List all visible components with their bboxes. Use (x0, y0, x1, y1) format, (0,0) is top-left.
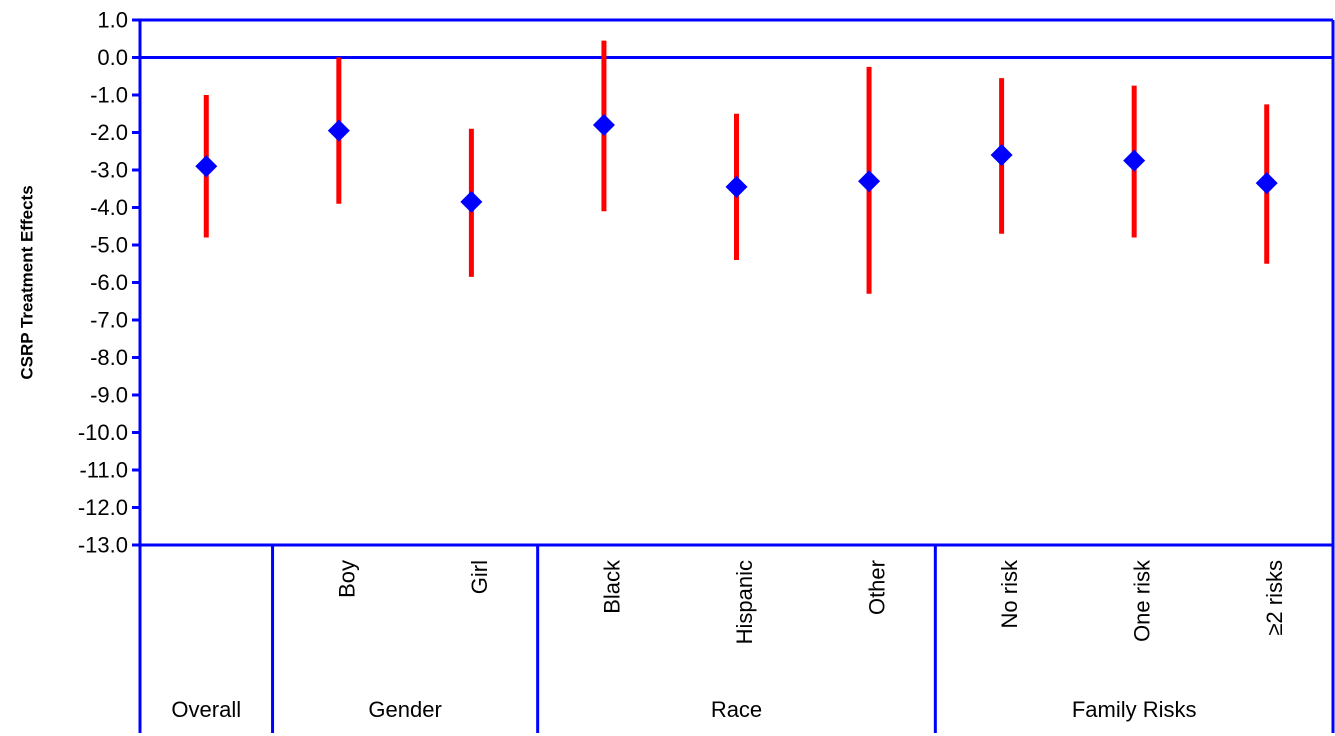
category-label: Boy (334, 560, 359, 598)
category-label: One risk (1130, 559, 1155, 642)
y-tick-label: -7.0 (90, 308, 128, 333)
estimate-marker (460, 190, 483, 213)
group-label: Family Risks (1072, 697, 1197, 722)
estimate-marker (195, 155, 218, 178)
y-tick-label: 1.0 (97, 8, 128, 33)
group-label: Overall (171, 697, 241, 722)
y-tick-label: -8.0 (90, 345, 128, 370)
estimate-marker (990, 144, 1013, 166)
category-axis: Overall Gender Race Family Risks Boy Girl Blac… (171, 545, 1335, 733)
category-label: Girl (467, 560, 492, 594)
y-tick-label: -11.0 (79, 458, 128, 483)
y-tick-label: 0.0 (97, 45, 128, 70)
y-tick-label: -9.0 (90, 383, 128, 408)
category-label: Other (865, 560, 890, 615)
estimate-marker (858, 170, 881, 193)
y-tick-label: -2.0 (90, 120, 128, 145)
y-axis-label: CSRP Treatment Effects (18, 185, 37, 379)
plot-frame (140, 18, 1335, 547)
y-tick-label: -6.0 (90, 270, 128, 295)
category-label: Hispanic (732, 560, 757, 644)
estimate-marker (1123, 149, 1146, 172)
estimate-marker (592, 114, 615, 136)
group-label: Race (711, 697, 762, 722)
category-label: Black (599, 559, 624, 614)
y-tick-label: -12.0 (78, 495, 128, 520)
y-tick-label: -10.0 (78, 420, 128, 445)
y-axis: 1.0 0.0 -1.0 -2.0 -3.0 -4.0 -5.0 -6.0 -7.0 -8.0 -9… (78, 8, 142, 733)
category-label: No risk (997, 559, 1022, 628)
estimate-marker (725, 175, 748, 198)
y-tick-label: -5.0 (90, 233, 128, 258)
error-bars (203, 40, 1270, 294)
y-tick-label: -4.0 (90, 195, 128, 220)
estimate-marker (327, 119, 350, 142)
group-label: Gender (368, 697, 441, 722)
y-tick-label: -1.0 (90, 83, 128, 108)
y-tick-label: -3.0 (90, 158, 128, 183)
markers (195, 114, 1278, 213)
category-label: ≥2 risks (1262, 560, 1287, 636)
y-tick-label: -13.0 (78, 533, 128, 558)
estimate-marker (1255, 172, 1278, 195)
